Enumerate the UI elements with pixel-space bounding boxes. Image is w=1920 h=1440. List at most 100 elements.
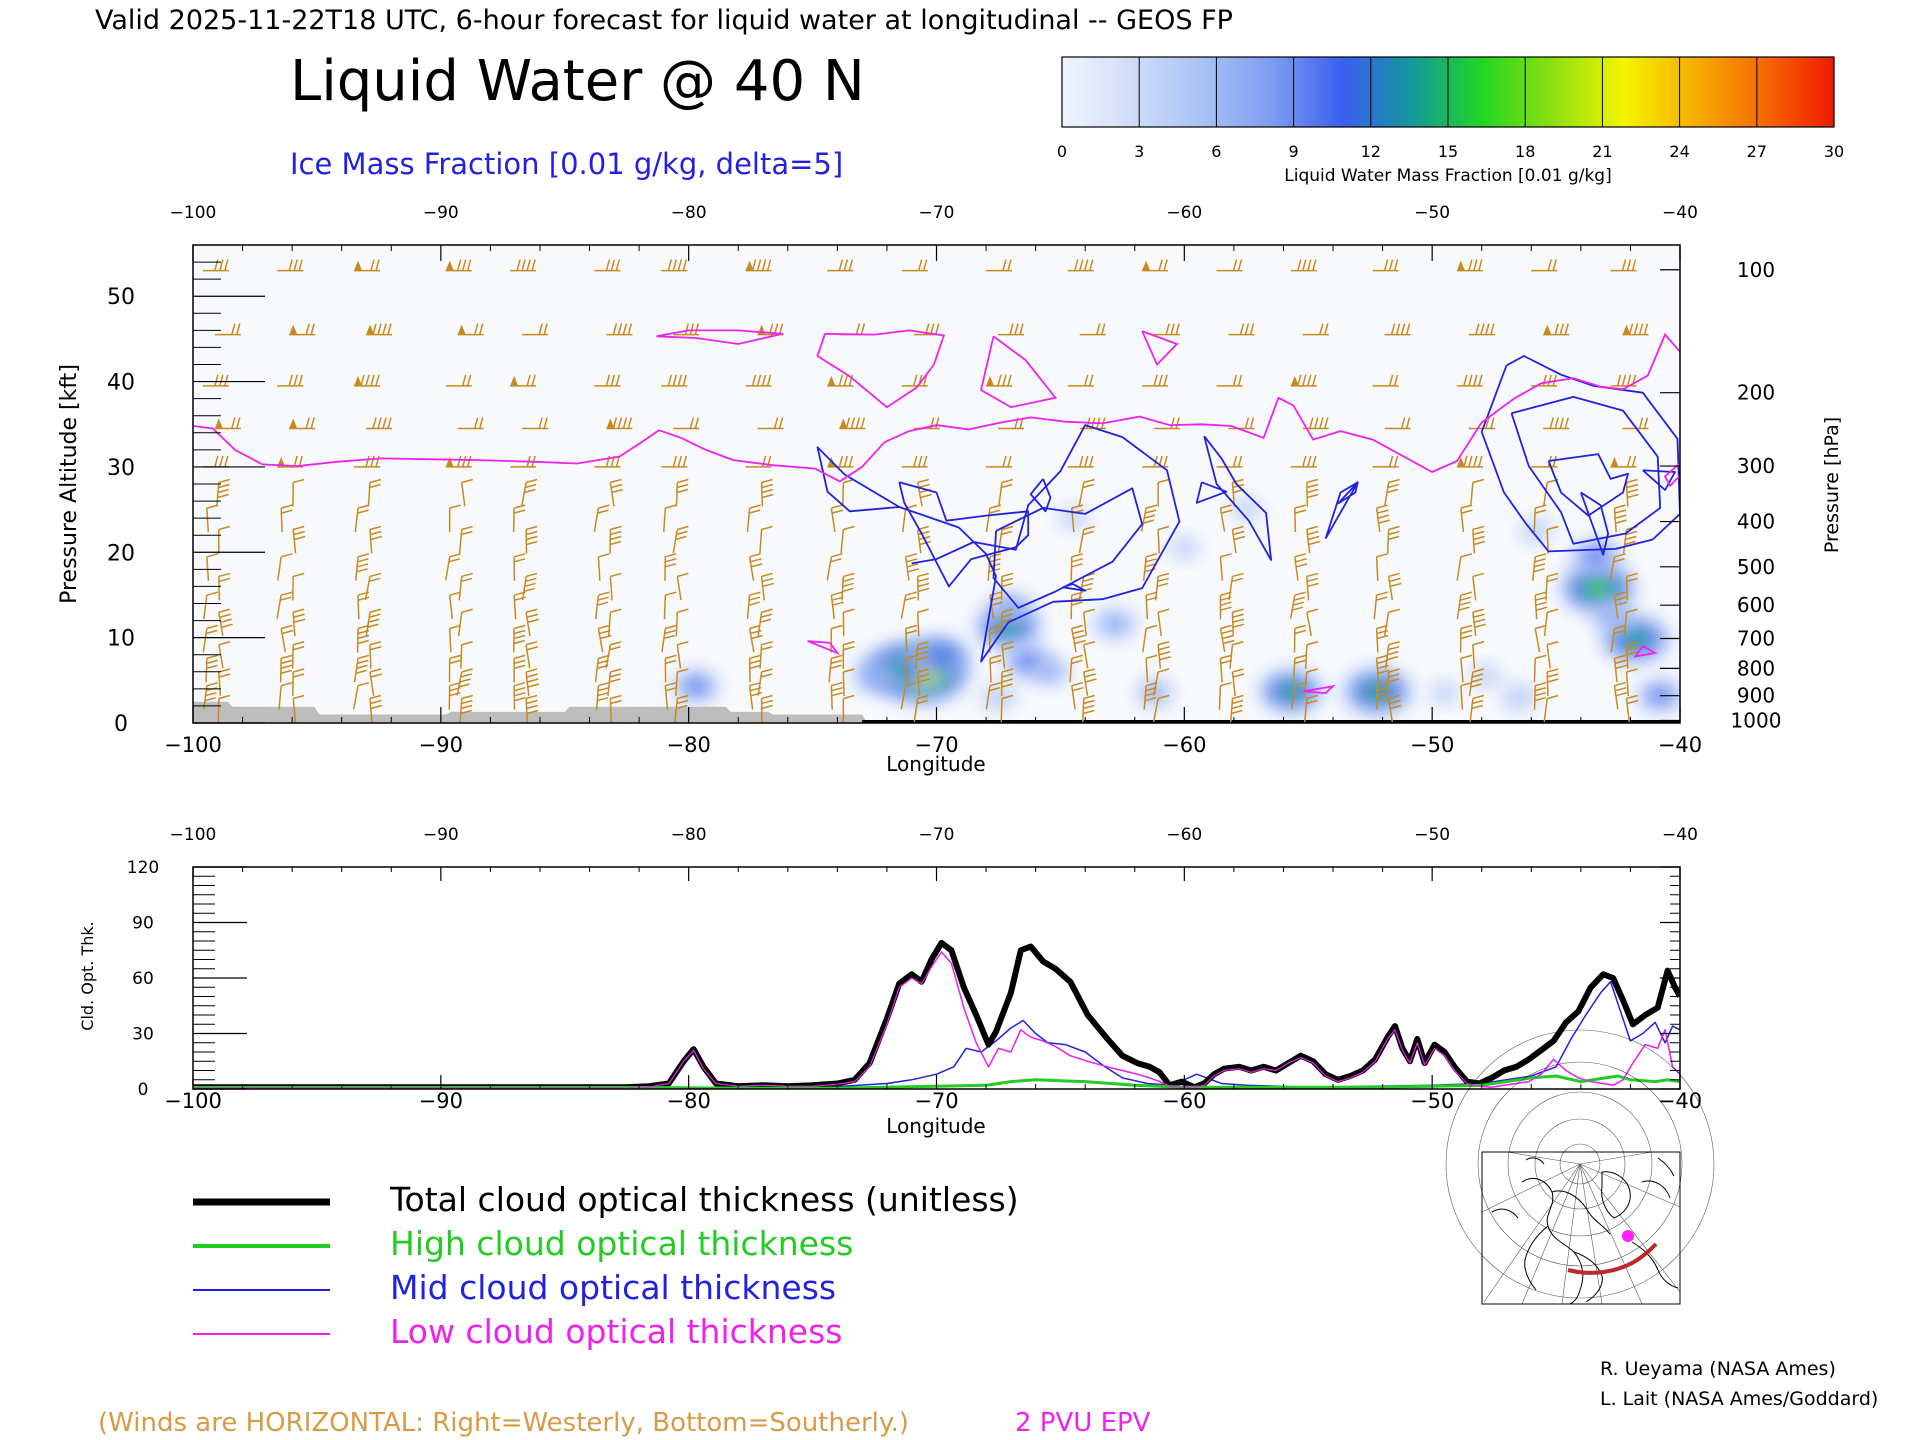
- wind-barb: [1228, 417, 1255, 430]
- ice-contour: [1642, 469, 1676, 491]
- wind-barb: [1231, 525, 1246, 554]
- wind-barb: [1472, 525, 1486, 554]
- top-y-tick-label: 50: [107, 285, 135, 310]
- wind-barb: [1531, 553, 1547, 581]
- wind-barb: [1216, 374, 1243, 387]
- wind-barb: [674, 694, 689, 723]
- wind-barb: [997, 478, 1014, 507]
- wind-barb: [525, 608, 540, 637]
- wind-barb: [746, 591, 761, 620]
- wind-barb: [606, 417, 633, 430]
- wind-barb: [203, 591, 219, 620]
- bottom-x-tick-label-upper: −70: [919, 825, 955, 845]
- wind-barb: [1534, 591, 1548, 620]
- wind-barbs: [202, 259, 1649, 723]
- pressure-tick-label: 600: [1737, 593, 1775, 617]
- wind-barb: [458, 525, 473, 554]
- liquid-water-blob: [852, 660, 897, 692]
- wind-barb: [664, 553, 677, 581]
- wind-barb: [916, 478, 932, 507]
- wind-barb: [366, 323, 393, 336]
- wind-barb: [1216, 455, 1243, 468]
- wind-barb: [1290, 455, 1317, 468]
- wind-barb: [1372, 259, 1399, 272]
- wind-barb: [525, 525, 538, 554]
- wind-barb: [292, 608, 306, 637]
- wind-barb: [594, 654, 610, 683]
- wind-barb: [827, 259, 854, 272]
- wind-barb: [842, 640, 855, 669]
- wind-barb: [675, 608, 689, 637]
- epv-2pvu-contour: [656, 329, 784, 345]
- wind-barb: [1610, 455, 1637, 468]
- wind-barb: [1468, 417, 1495, 430]
- wind-barb: [521, 572, 538, 601]
- wind-barb: [760, 572, 774, 601]
- top-x-tick-label-upper: −50: [1414, 203, 1450, 223]
- wind-barb: [901, 455, 928, 468]
- top-x-tick-label-upper: −100: [170, 203, 217, 223]
- wind-barb: [595, 681, 610, 710]
- wind-barb: [366, 417, 393, 430]
- wind-barb: [757, 608, 773, 637]
- wind-barb: [1290, 259, 1317, 272]
- ice-contour: [992, 487, 1144, 609]
- top-y-tick-label: 40: [107, 371, 135, 396]
- wind-barb: [901, 374, 928, 387]
- wind-barb: [904, 654, 917, 683]
- wind-barb: [291, 572, 305, 601]
- bottom-x-tick-label-upper: −80: [671, 825, 707, 845]
- wind-barb: [1289, 591, 1307, 619]
- wind-barb: [206, 504, 219, 533]
- top-x-tick-label: −60: [1162, 733, 1206, 757]
- top-x-tick-label: −100: [164, 733, 222, 757]
- wind-barb: [354, 455, 381, 468]
- liquid-water-blob: [1430, 682, 1460, 704]
- wind-barb: [280, 504, 293, 533]
- wind-barb: [985, 374, 1012, 387]
- wind-barb: [448, 591, 461, 620]
- wind-barb: [985, 504, 1002, 532]
- wind-barb: [672, 525, 689, 554]
- wind-barb: [1472, 640, 1485, 669]
- wind-barb: [673, 323, 700, 336]
- wind-barb: [841, 572, 855, 601]
- wind-barb: [1386, 668, 1400, 697]
- wind-barb: [1543, 323, 1570, 336]
- wind-barb: [915, 640, 929, 669]
- wind-barb: [214, 417, 241, 430]
- legend-label: Total cloud optical thickness (unitless): [389, 1180, 1019, 1219]
- wind-barb: [1219, 504, 1233, 532]
- pressure-tick-label: 100: [1737, 258, 1775, 282]
- locator-map: [1445, 1029, 1715, 1305]
- bottom-x-tick-label-upper: −50: [1414, 825, 1450, 845]
- wind-barb: [353, 654, 370, 683]
- epv-2pvu-contour: [980, 335, 1058, 409]
- wind-barb: [457, 608, 473, 637]
- wind-barb: [916, 572, 930, 601]
- wind-barb: [1469, 694, 1485, 723]
- wind-barb: [369, 640, 382, 669]
- wind-barb: [826, 553, 843, 581]
- wind-barb: [757, 668, 773, 696]
- top-x-tick-label: −50: [1410, 733, 1454, 757]
- wind-barb: [1613, 681, 1628, 710]
- wind-barb: [1613, 591, 1628, 620]
- wind-barb: [205, 654, 219, 683]
- wind-barb: [1157, 478, 1170, 507]
- top-panel-axes: −100 −100 −90 −90 −80 −80 −70 −70 −60 −60 −50 −50 −4…: [107, 203, 1781, 757]
- wind-barb: [1372, 374, 1399, 387]
- bottom-y-tick-label: 0: [138, 1080, 149, 1100]
- wind-barb: [1459, 624, 1473, 653]
- top-xlabel: Longitude: [886, 752, 985, 776]
- wind-barb: [1154, 417, 1181, 430]
- wind-barb: [202, 624, 219, 653]
- wind-barb: [757, 417, 784, 430]
- wind-barb: [609, 572, 622, 601]
- wind-barb: [202, 259, 229, 272]
- wind-barb: [1372, 455, 1399, 468]
- pressure-tick-label: 900: [1737, 684, 1775, 708]
- wind-barb: [278, 681, 293, 710]
- wind-barb: [1460, 504, 1473, 533]
